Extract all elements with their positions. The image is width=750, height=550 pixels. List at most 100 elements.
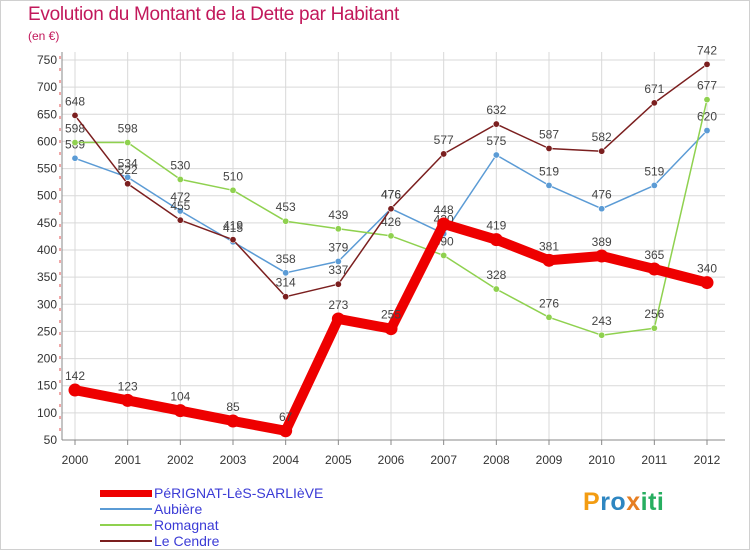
- data-point: [124, 180, 132, 188]
- logo-letter: P: [583, 488, 601, 516]
- legend-item: Aubière: [100, 501, 400, 517]
- data-label: 328: [486, 268, 506, 282]
- data-point: [229, 236, 237, 244]
- data-point: [598, 331, 606, 339]
- legend-label: Le Cendre: [154, 533, 220, 549]
- data-label: 476: [381, 188, 401, 202]
- logo-letter: t: [648, 488, 657, 516]
- y-tick-label: 750: [37, 53, 57, 67]
- data-label: 677: [697, 79, 717, 93]
- x-tick-label: 2007: [430, 453, 457, 467]
- data-label: 575: [486, 134, 506, 148]
- data-point: [492, 151, 500, 159]
- data-point: [492, 120, 500, 128]
- data-label: 389: [592, 235, 612, 249]
- data-label: 142: [65, 369, 85, 383]
- data-label: 381: [539, 239, 559, 253]
- data-point: [492, 285, 500, 293]
- data-point: [650, 99, 658, 107]
- data-point: [334, 280, 342, 288]
- data-point: [440, 251, 448, 259]
- data-point: [68, 383, 82, 397]
- y-tick-label: 400: [37, 243, 57, 257]
- legend-label: Romagnat: [154, 517, 219, 533]
- data-point: [282, 217, 290, 225]
- data-point: [598, 205, 606, 213]
- data-label: 620: [697, 110, 717, 124]
- data-point: [703, 127, 711, 135]
- x-tick-label: 2002: [167, 453, 194, 467]
- data-point: [387, 232, 395, 240]
- data-point: [71, 139, 79, 147]
- data-label: 419: [486, 219, 506, 233]
- data-label: 273: [328, 298, 348, 312]
- data-label: 358: [276, 252, 296, 266]
- x-tick-label: 2000: [62, 453, 89, 467]
- data-point: [334, 257, 342, 265]
- legend-item: PéRIGNAT-LèS-SARLIèVE: [100, 485, 400, 501]
- y-tick-label: 100: [37, 406, 57, 420]
- y-tick-label: 350: [37, 270, 57, 284]
- data-label: 426: [381, 215, 401, 229]
- data-label: 534: [118, 156, 138, 170]
- x-tick-label: 2010: [588, 453, 615, 467]
- data-point: [595, 249, 609, 263]
- legend-item: Le Cendre: [100, 533, 400, 549]
- data-point: [440, 150, 448, 158]
- legend-swatch: [100, 540, 152, 542]
- data-label: 67: [279, 410, 293, 424]
- data-point: [282, 269, 290, 277]
- legend-swatch: [100, 524, 152, 526]
- data-point: [331, 312, 345, 326]
- data-label: 123: [118, 379, 138, 393]
- data-label: 632: [486, 103, 506, 117]
- logo-letter: o: [610, 488, 627, 516]
- data-label: 448: [434, 203, 454, 217]
- data-point: [334, 225, 342, 233]
- y-tick-label: 700: [37, 80, 57, 94]
- data-point: [229, 186, 237, 194]
- data-point: [545, 313, 553, 321]
- data-label: 243: [592, 314, 612, 328]
- data-point: [489, 233, 503, 247]
- y-tick-label: 300: [37, 297, 57, 311]
- legend-item: Romagnat: [100, 517, 400, 533]
- data-label: 476: [592, 188, 612, 202]
- data-label: 256: [644, 307, 664, 321]
- data-label: 104: [170, 390, 190, 404]
- logo-letter: r: [600, 488, 611, 516]
- y-tick-label: 450: [37, 216, 57, 230]
- data-label: 314: [276, 276, 296, 290]
- data-label: 648: [65, 94, 85, 108]
- data-point: [384, 322, 398, 336]
- legend-label: PéRIGNAT-LèS-SARLIèVE: [154, 485, 324, 501]
- data-label: 582: [592, 130, 612, 144]
- x-tick-label: 2009: [536, 453, 563, 467]
- chart-unit: (en €): [28, 29, 60, 43]
- x-tick-label: 2005: [325, 453, 352, 467]
- x-tick-label: 2011: [641, 453, 667, 467]
- y-tick-label: 200: [37, 352, 57, 366]
- brand-logo: Proxiti: [583, 488, 664, 517]
- data-label: 598: [65, 122, 85, 136]
- x-tick-label: 2004: [272, 453, 299, 467]
- plot-area: [62, 52, 725, 440]
- data-label: 530: [170, 158, 190, 172]
- data-point: [650, 181, 658, 189]
- data-point: [703, 96, 711, 104]
- legend: PéRIGNAT-LèS-SARLIèVE Aubière Romagnat L…: [100, 485, 400, 549]
- data-point: [121, 393, 135, 407]
- data-label: 453: [276, 200, 296, 214]
- data-label: 577: [434, 133, 454, 147]
- y-tick-label: 50: [44, 433, 58, 447]
- data-label: 419: [223, 219, 243, 233]
- data-point: [279, 424, 293, 438]
- data-label: 439: [328, 208, 348, 222]
- data-point: [700, 276, 714, 290]
- y-tick-label: 600: [37, 134, 57, 148]
- x-tick-label: 2003: [220, 453, 247, 467]
- logo-letter: x: [626, 488, 641, 516]
- data-label: 519: [539, 164, 559, 178]
- chart-title: Evolution du Montant de la Dette par Hab…: [28, 4, 399, 25]
